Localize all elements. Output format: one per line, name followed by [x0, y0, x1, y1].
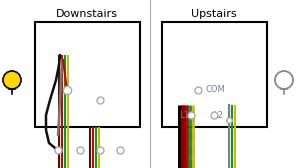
Text: COM: COM — [205, 86, 225, 94]
Text: L1: L1 — [179, 111, 189, 119]
Text: L2: L2 — [213, 111, 223, 119]
Circle shape — [3, 71, 21, 89]
Bar — [35, 22, 140, 127]
Text: Upstairs: Upstairs — [191, 9, 237, 19]
Circle shape — [275, 71, 293, 89]
Text: Downstairs: Downstairs — [56, 9, 118, 19]
Bar — [162, 22, 267, 127]
